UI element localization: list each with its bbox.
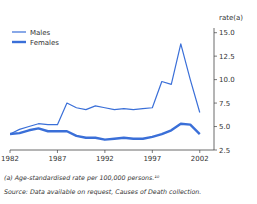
y-tick	[214, 79, 217, 80]
y-tick	[214, 56, 217, 57]
footnote: (a) Age-standardised rate per 100,000 pe…	[4, 174, 160, 182]
legend-label: Females	[30, 39, 59, 47]
y-tick	[214, 103, 217, 104]
y-tick	[214, 150, 217, 151]
chart: 1982 1987 1992 1997 2002 2.5 5.0 7.5 10.0 12.5 15.…	[0, 0, 257, 204]
y-tick-label: 2.5	[219, 147, 230, 155]
x-tick-label: 1992	[96, 155, 114, 163]
y-tick-label: 15.0	[219, 29, 235, 37]
x-tick	[199, 150, 200, 153]
x-tick-label: 1997	[143, 155, 161, 163]
legend-swatch	[12, 31, 26, 32]
x-tick-label: 2002	[191, 155, 209, 163]
y-axis-line	[214, 28, 215, 150]
x-tick	[57, 150, 58, 153]
x-tick	[104, 150, 105, 153]
y-tick-label: 10.0	[219, 76, 235, 84]
y-tick	[214, 32, 217, 33]
legend-label: Males	[30, 29, 51, 37]
x-tick	[152, 150, 153, 153]
y-tick	[214, 126, 217, 127]
series-line	[10, 44, 200, 134]
y-tick-label: 5.0	[219, 123, 230, 131]
footnote: Source: Data available on request, Cause…	[4, 188, 201, 196]
x-tick-label: 1987	[49, 155, 67, 163]
y-axis-label: rate(a)	[219, 14, 243, 22]
x-tick	[10, 150, 11, 153]
x-axis-line	[10, 150, 214, 151]
legend-swatch	[12, 41, 26, 43]
plot-area	[10, 44, 200, 140]
y-tick-label: 7.5	[219, 100, 230, 108]
y-tick-label: 12.5	[219, 53, 235, 61]
x-tick-label: 1982	[1, 155, 19, 163]
series-line	[10, 124, 200, 140]
